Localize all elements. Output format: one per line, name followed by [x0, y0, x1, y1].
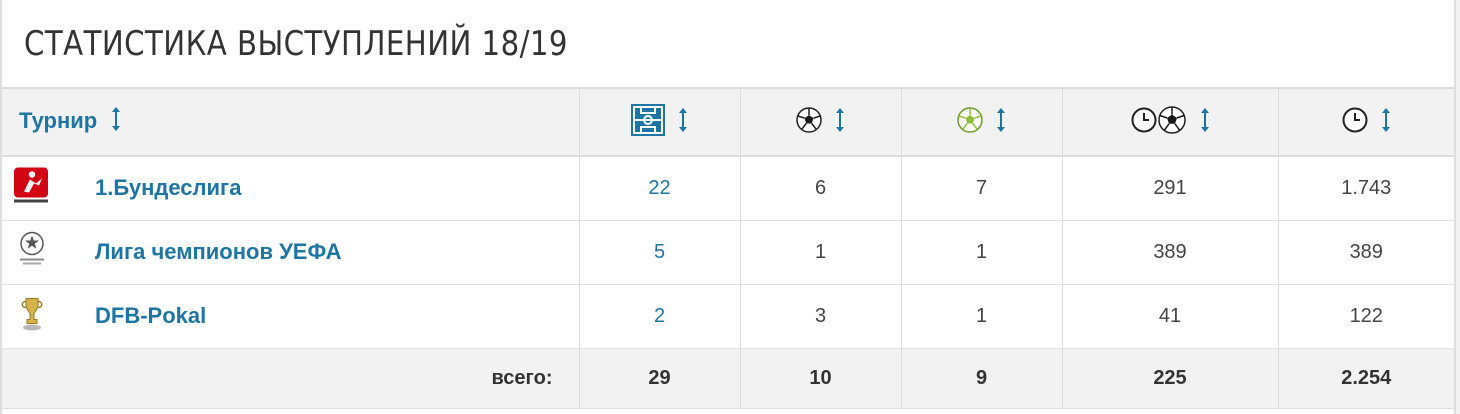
competition-cell: DFB-Pokal	[2, 284, 579, 348]
goals-value: 3	[739, 284, 901, 348]
minutes-value: 389	[1277, 220, 1454, 284]
assists-value: 7	[900, 156, 1062, 220]
column-header-label: Турнир	[19, 107, 98, 133]
pitch-icon	[631, 103, 666, 141]
total-minutes: 2.254	[1277, 348, 1454, 408]
competition-link[interactable]: Лига чемпионов УЕФА	[95, 239, 342, 264]
sort-arrows-icon[interactable]	[1200, 107, 1210, 138]
total-goals: 10	[739, 348, 901, 408]
sort-arrows-icon[interactable]	[111, 106, 121, 138]
sort-arrows-icon[interactable]	[835, 107, 845, 138]
column-header-competition[interactable]: Турнир	[2, 89, 579, 157]
champions-league-logo-icon[interactable]	[12, 230, 52, 275]
goals-value: 1	[739, 220, 901, 284]
bundesliga-logo-icon[interactable]	[12, 167, 52, 210]
column-header-goals[interactable]	[739, 89, 901, 157]
minutes-per-goal-value: 389	[1061, 220, 1278, 284]
clock-icon	[1341, 106, 1369, 139]
totals-row: всего: 29 10 9 225 2.254	[2, 348, 1454, 408]
dfb-pokal-logo-icon[interactable]	[12, 294, 52, 339]
competition-link[interactable]: 1.Бундеслига	[95, 175, 242, 201]
total-assists: 9	[900, 348, 1062, 408]
ball-icon	[796, 106, 823, 138]
clock-ball-icon	[1130, 105, 1188, 140]
assists-value: 1	[900, 284, 1062, 348]
table-row: DFB-Pokal 2 3 1 41 122	[2, 284, 1454, 348]
appearances-link[interactable]: 22	[578, 156, 740, 220]
assist-ball-icon	[957, 106, 984, 138]
appearances-link[interactable]: 2	[578, 284, 740, 348]
column-header-minutes[interactable]	[1277, 89, 1454, 157]
table-row: Лига чемпионов УЕФА 5 1 1 389 389	[2, 220, 1454, 284]
minutes-per-goal-value: 41	[1061, 284, 1278, 348]
assists-value: 1	[900, 220, 1062, 284]
minutes-value: 1.743	[1277, 156, 1454, 220]
column-header-appearances[interactable]	[578, 89, 740, 157]
goals-value: 6	[739, 156, 901, 220]
column-header-assists[interactable]	[900, 89, 1062, 157]
minutes-per-goal-value: 291	[1061, 156, 1278, 220]
competition-cell: Лига чемпионов УЕФА	[2, 220, 579, 284]
title-bar: СТАТИСТИКА ВЫСТУПЛЕНИЙ 18/19	[2, 0, 1454, 89]
column-header-minutes-per-goal[interactable]	[1061, 89, 1278, 157]
table-row: 1.Бундеслига 22 6 7 291 1.743	[2, 156, 1454, 220]
minutes-value: 122	[1277, 284, 1454, 348]
page-title: СТАТИСТИКА ВЫСТУПЛЕНИЙ 18/19	[24, 23, 568, 64]
sort-arrows-icon[interactable]	[996, 107, 1006, 138]
totals-label: всего:	[491, 366, 553, 389]
competition-cell: 1.Бундеслига	[2, 156, 579, 220]
total-appearances: 29	[578, 348, 740, 408]
total-minutes-per-goal: 225	[1061, 348, 1278, 408]
stats-table: Турнир	[2, 89, 1454, 409]
sort-arrows-icon[interactable]	[678, 107, 688, 138]
appearances-link[interactable]: 5	[578, 220, 740, 284]
competition-link[interactable]: DFB-Pokal	[95, 303, 207, 328]
table-header-row: Турнир	[2, 89, 1454, 157]
sort-arrows-icon[interactable]	[1381, 107, 1391, 138]
